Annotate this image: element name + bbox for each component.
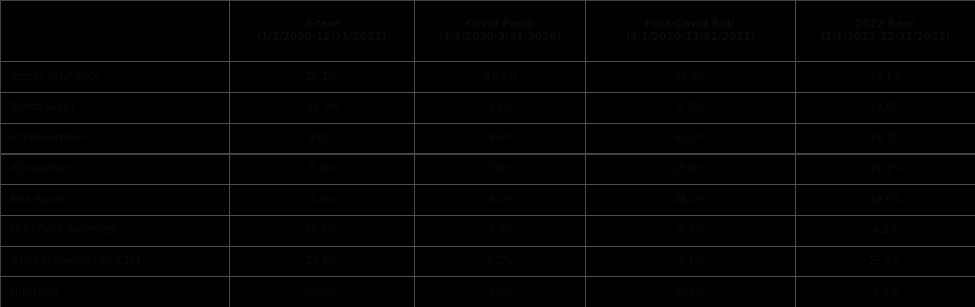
Bar xyxy=(585,154,795,184)
Text: Our Fund: Our Fund xyxy=(10,287,58,297)
Text: Bonds (Agg): Bonds (Agg) xyxy=(10,103,74,112)
Text: HFRI Fund Weighted: HFRI Fund Weighted xyxy=(10,225,114,235)
Text: 25.9%: 25.9% xyxy=(869,256,901,266)
Bar xyxy=(229,215,414,246)
Bar xyxy=(414,61,585,92)
Bar xyxy=(229,0,414,61)
Text: 25.0%: 25.0% xyxy=(674,164,706,174)
Text: 26.1%: 26.1% xyxy=(305,72,338,82)
Bar xyxy=(414,184,585,215)
Text: -14.5%: -14.5% xyxy=(303,103,340,112)
Bar xyxy=(229,246,414,276)
Bar xyxy=(795,123,975,154)
Bar xyxy=(795,92,975,123)
Bar xyxy=(795,61,975,92)
Bar xyxy=(0,0,229,61)
Bar xyxy=(0,184,229,215)
Bar xyxy=(585,276,795,307)
Text: -13.0%: -13.0% xyxy=(867,103,903,112)
Bar xyxy=(795,154,975,184)
Bar xyxy=(229,61,414,92)
Text: -8.9%: -8.9% xyxy=(485,225,515,235)
Bar xyxy=(0,215,229,246)
Bar xyxy=(414,0,585,61)
Bar xyxy=(0,276,229,307)
Bar xyxy=(585,0,795,61)
Text: -16.1%: -16.1% xyxy=(867,133,903,143)
Bar xyxy=(414,92,585,123)
Text: -2.5%: -2.5% xyxy=(485,287,515,297)
Bar xyxy=(795,0,975,61)
Text: -3.0%: -3.0% xyxy=(485,164,515,174)
Bar xyxy=(229,154,414,184)
Text: 13.5%: 13.5% xyxy=(305,225,338,235)
Text: -18.0%: -18.0% xyxy=(867,195,903,204)
Bar xyxy=(585,184,795,215)
Bar xyxy=(0,246,229,276)
Text: -8.0%: -8.0% xyxy=(485,195,515,204)
Text: 77.0%: 77.0% xyxy=(674,72,706,82)
Bar xyxy=(795,184,975,215)
Text: -3.1%: -3.1% xyxy=(675,256,705,266)
Bar xyxy=(414,154,585,184)
Bar xyxy=(585,215,795,246)
Text: -4.2%: -4.2% xyxy=(870,225,900,235)
Text: 23.7%: 23.7% xyxy=(305,256,338,266)
Text: 35.5%: 35.5% xyxy=(674,225,706,235)
Text: 22.0%: 22.0% xyxy=(305,287,338,297)
Bar xyxy=(0,154,229,184)
Text: 8.0%: 8.0% xyxy=(308,133,335,143)
Text: Trend Following (SG CTA): Trend Following (SG CTA) xyxy=(10,256,139,266)
Text: 28.0%: 28.0% xyxy=(674,195,706,204)
Text: -19.6%: -19.6% xyxy=(482,72,518,82)
Text: -9.1%: -9.1% xyxy=(870,287,900,297)
Bar xyxy=(795,215,975,246)
Bar xyxy=(0,61,229,92)
Text: 60/40 Portfolio: 60/40 Portfolio xyxy=(10,133,86,143)
Bar xyxy=(795,276,975,307)
Bar xyxy=(414,215,585,246)
Bar xyxy=(585,61,795,92)
Text: Risk Parity: Risk Parity xyxy=(10,195,64,204)
Bar xyxy=(585,123,795,154)
Text: Post-Covid Bull
(4/1/2020-12/31/2021): Post-Covid Bull (4/1/2020-12/31/2021) xyxy=(625,19,755,42)
Text: -4.0%: -4.0% xyxy=(675,103,705,112)
Text: -5.4%: -5.4% xyxy=(306,164,337,174)
Bar xyxy=(414,276,585,307)
Bar xyxy=(229,276,414,307)
Bar xyxy=(0,92,229,123)
Bar xyxy=(229,92,414,123)
Bar xyxy=(795,246,975,276)
Bar xyxy=(414,246,585,276)
Text: Stocks (S&P 500): Stocks (S&P 500) xyxy=(10,72,99,82)
Text: All Weather: All Weather xyxy=(10,164,70,174)
Text: -4.0%: -4.0% xyxy=(307,195,336,204)
Bar xyxy=(585,246,795,276)
Bar xyxy=(229,123,414,154)
Text: 2022 Bear
(1/1/2022-12/31/2022): 2022 Bear (1/1/2022-12/31/2022) xyxy=(820,19,950,42)
Bar xyxy=(0,123,229,154)
Text: 0.2%: 0.2% xyxy=(487,256,513,266)
Text: 3-Year
(1/1/2020-12/31/2022): 3-Year (1/1/2020-12/31/2022) xyxy=(256,19,387,42)
Bar xyxy=(585,92,795,123)
Text: 3.1%: 3.1% xyxy=(487,103,513,112)
Text: 45.5%: 45.5% xyxy=(674,133,706,143)
Text: -21.1%: -21.1% xyxy=(867,164,903,174)
Text: -9.6%: -9.6% xyxy=(485,133,515,143)
Text: -18.1%: -18.1% xyxy=(867,72,903,82)
Bar xyxy=(229,184,414,215)
Text: 40.5%: 40.5% xyxy=(674,287,706,297)
Text: Covid Panic
(1/1/2020-3/31/2020): Covid Panic (1/1/2020-3/31/2020) xyxy=(438,19,562,42)
Bar xyxy=(414,123,585,154)
